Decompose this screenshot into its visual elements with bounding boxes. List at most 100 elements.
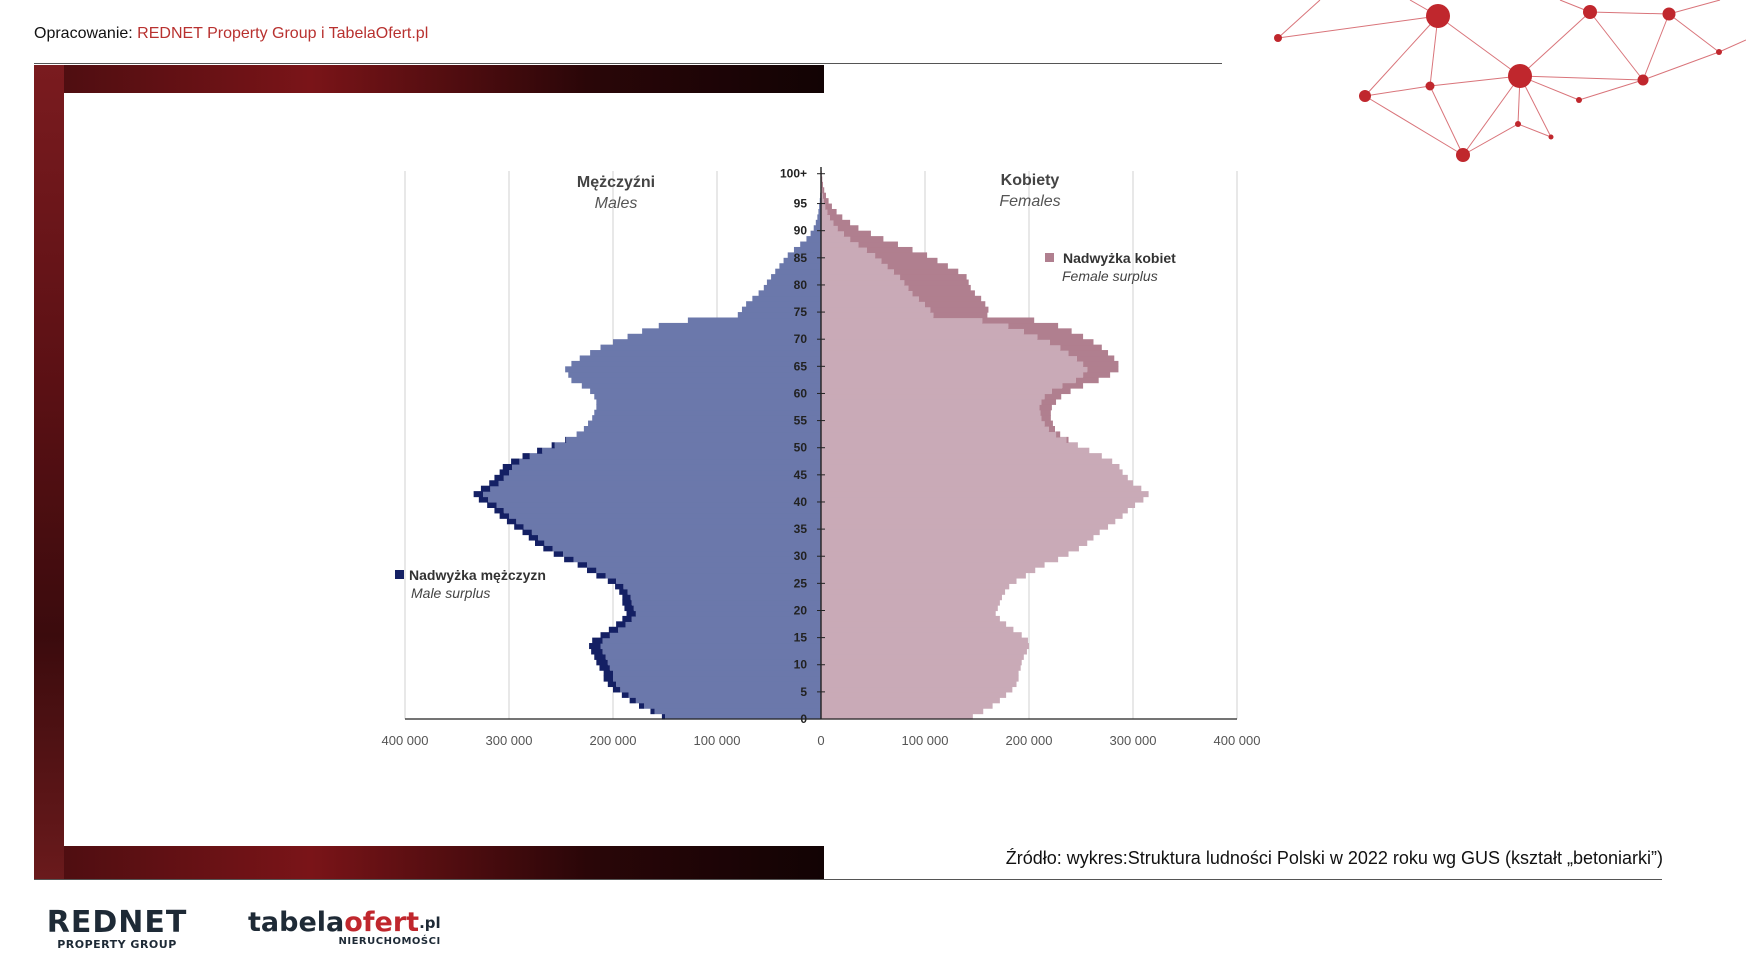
male-bar [512, 463, 821, 471]
x-tick-label: 400 000 [1214, 733, 1261, 748]
female-bar [821, 577, 1017, 584]
female-surplus-bar [1083, 371, 1111, 378]
female-bar [821, 268, 894, 275]
male-surplus-bar [629, 697, 636, 704]
female-surplus-bar [1044, 393, 1062, 400]
y-tick-label: 85 [794, 251, 808, 265]
female-bar [821, 599, 1000, 606]
male-bar [590, 388, 821, 395]
female-bar [821, 322, 1009, 329]
female-bar [821, 426, 1049, 433]
male-bar [602, 648, 821, 655]
credit-line: Opracowanie: REDNET Property Group i Tab… [34, 25, 428, 43]
male-bar [618, 626, 821, 633]
male-bar [542, 447, 821, 454]
female-bar [821, 295, 919, 302]
female-surplus-bar [933, 312, 988, 319]
female-bar [821, 512, 1123, 519]
female-bar [821, 301, 925, 308]
male-bar [642, 328, 821, 335]
male-bar [783, 257, 821, 264]
female-bar [821, 192, 823, 199]
female-bar [821, 681, 1017, 688]
female-bar [821, 626, 1014, 633]
female-bar [821, 366, 1088, 373]
female-surplus-bar [1040, 409, 1051, 416]
y-tick-label: 95 [794, 197, 808, 211]
male-bar [565, 366, 821, 373]
male-bar [616, 577, 821, 584]
y-tick-label: 10 [794, 658, 808, 672]
male-bar [600, 344, 821, 351]
male-bar [516, 518, 821, 525]
tabela-logo-a: tabela [248, 907, 345, 938]
male-bar [531, 529, 821, 536]
female-surplus-bar [1051, 388, 1071, 395]
male-bar [552, 545, 821, 552]
y-tick-label: 60 [794, 386, 808, 400]
male-surplus-bar [626, 610, 636, 617]
female-bar [821, 257, 882, 264]
right-heading: Kobiety [1001, 172, 1060, 189]
y-tick-label: 80 [794, 278, 808, 292]
female-bar [821, 529, 1100, 536]
male-bar [766, 279, 821, 286]
y-tick-label: 0 [800, 712, 807, 726]
female-bar [821, 442, 1078, 449]
x-tick-label: 200 000 [1006, 733, 1053, 748]
female-bar [821, 246, 867, 253]
female-bar [821, 713, 973, 720]
male-surplus-bar [473, 491, 483, 498]
female-surplus-bar [1041, 398, 1057, 405]
female-bar [821, 284, 909, 291]
male-surplus-bar [494, 474, 504, 481]
male-bar [490, 485, 821, 492]
female-bar [821, 691, 1007, 698]
female-bar [821, 572, 1026, 579]
y-tick-label: 75 [794, 305, 808, 319]
female-bar [821, 371, 1084, 378]
image-frame-left [34, 65, 64, 880]
bars [473, 171, 1149, 720]
male-bar [819, 203, 821, 210]
male-bar [509, 469, 821, 476]
legend-male-sublabel: Male surplus [411, 585, 490, 601]
female-bar [821, 621, 1007, 628]
female-bar [821, 252, 876, 259]
male-surplus-bar [543, 545, 553, 552]
x-tick-label: 300 000 [1110, 733, 1157, 748]
male-surplus-bar [535, 539, 545, 546]
female-surplus-bar [1044, 420, 1053, 427]
female-surplus-bar [1068, 350, 1109, 357]
female-bar [821, 436, 1067, 443]
male-surplus-bar [603, 675, 613, 682]
female-bar [821, 697, 1000, 704]
female-surplus-bar [1048, 426, 1055, 433]
header-divider [34, 63, 1222, 64]
female-bar [821, 333, 1038, 340]
female-surplus-bar [823, 198, 829, 205]
female-bar [821, 214, 830, 221]
male-bar [602, 637, 821, 644]
rednet-logo-sub: PROPERTY GROUP [57, 938, 177, 951]
female-bar [821, 241, 859, 248]
male-bar [627, 333, 821, 340]
male-bar [763, 284, 821, 291]
male-surplus-bar [489, 480, 499, 487]
male-bar [779, 263, 821, 270]
female-surplus-bar [866, 246, 913, 253]
male-bar [613, 670, 821, 677]
male-bar [568, 371, 821, 378]
female-bar [821, 377, 1076, 384]
female-surplus-bar [1039, 404, 1052, 411]
female-surplus-bar [1083, 360, 1119, 367]
male-surplus-bar [528, 534, 539, 541]
female-bar [821, 708, 984, 715]
male-bar [579, 355, 821, 362]
female-bar [821, 453, 1102, 460]
male-bar [793, 246, 821, 253]
male-surplus-bar [587, 567, 597, 574]
male-surplus-bar [624, 605, 634, 612]
female-bar [821, 317, 983, 324]
